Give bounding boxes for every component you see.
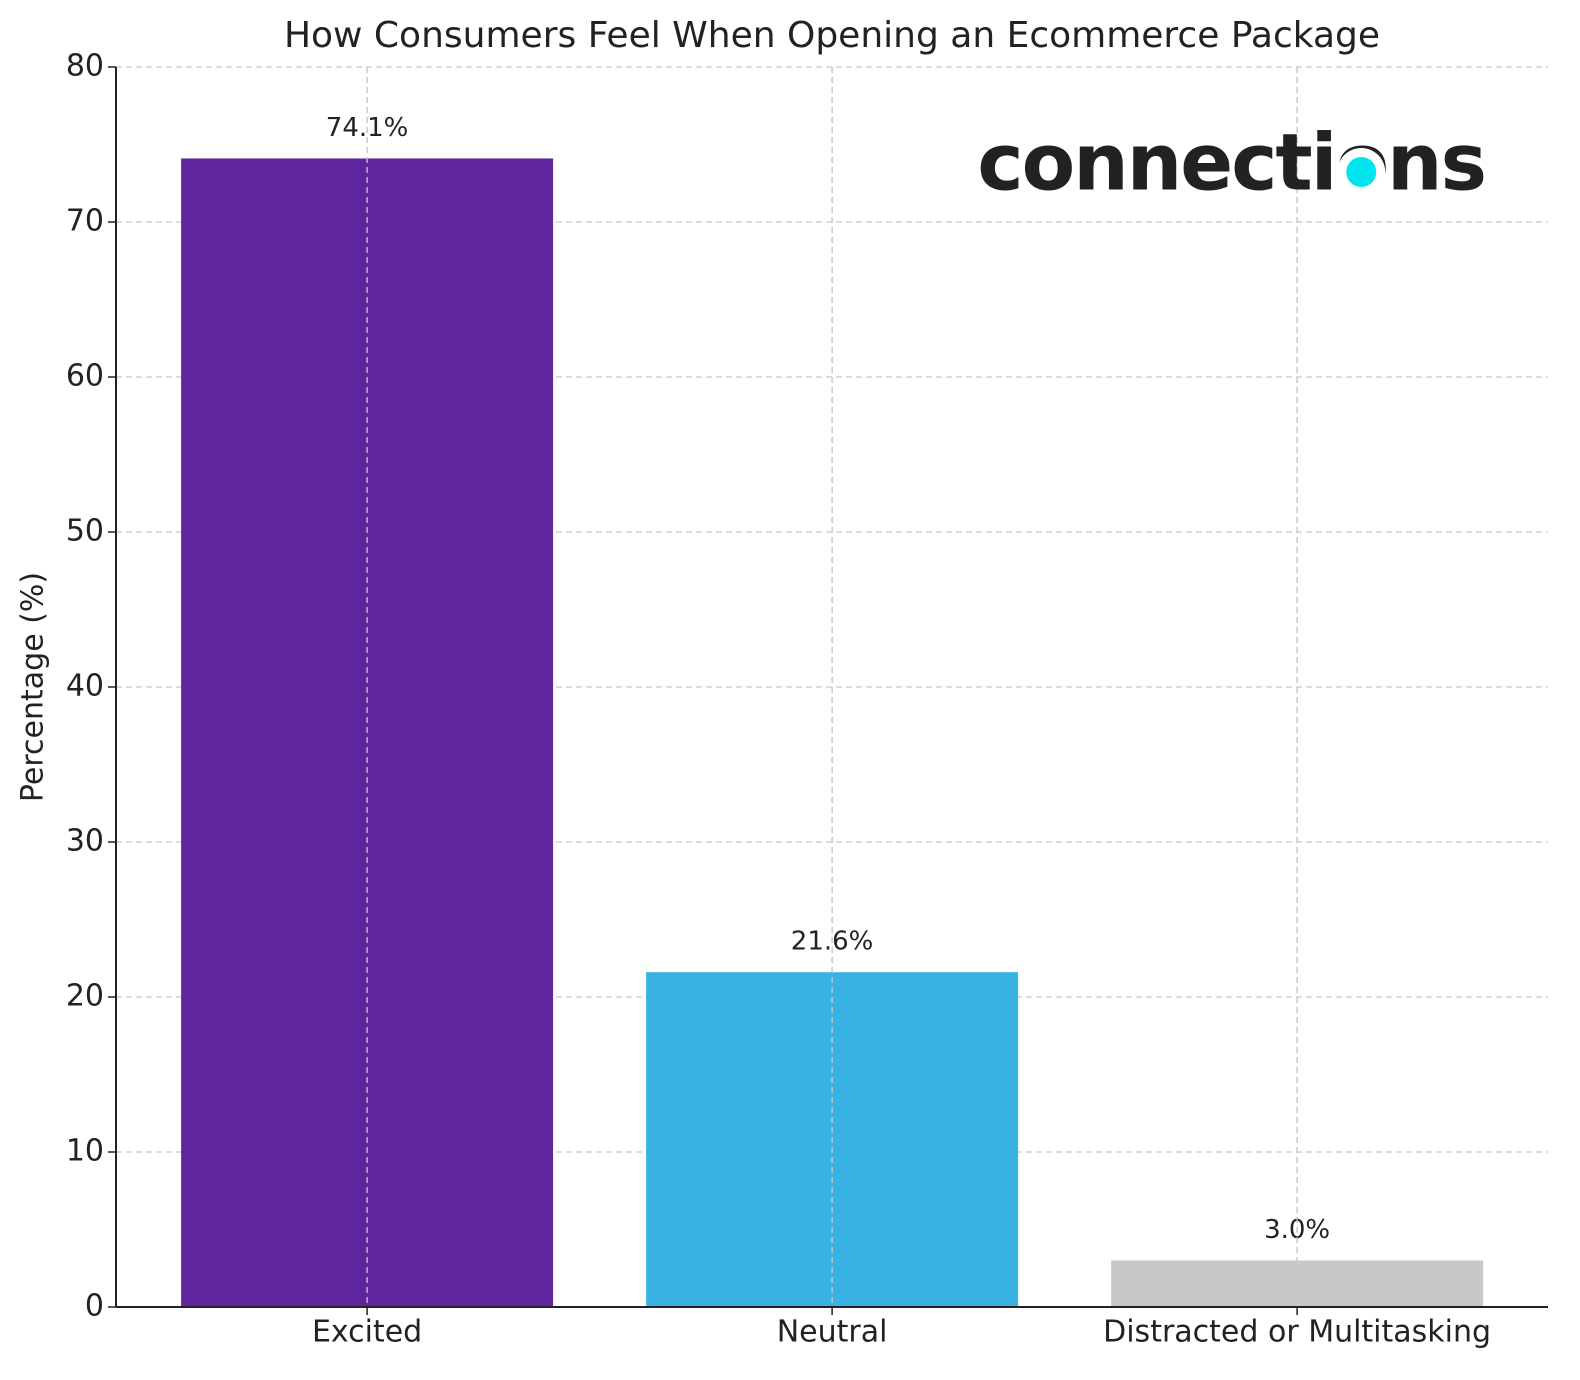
logo-dot: [1346, 157, 1377, 187]
x-tick-label: Distracted or Multitasking: [1103, 1315, 1491, 1350]
x-tick-label: Excited: [312, 1315, 422, 1350]
y-tick-label: 50: [66, 514, 104, 549]
y-tick-label: 30: [66, 824, 104, 859]
y-axis-label: Percentage (%): [16, 572, 51, 802]
x-tick-label: Neutral: [777, 1315, 888, 1350]
y-tick-label: 40: [66, 669, 104, 704]
logo: connections: [977, 118, 1485, 208]
y-tick-label: 60: [66, 359, 104, 394]
chart-title: How Consumers Feel When Opening an Ecomm…: [284, 15, 1380, 56]
y-tick-label: 20: [66, 979, 104, 1014]
y-tick-label: 0: [85, 1289, 104, 1324]
y-tick-label: 10: [66, 1134, 104, 1169]
y-tick-label: 80: [66, 49, 104, 84]
y-tick-label: 70: [66, 204, 104, 239]
